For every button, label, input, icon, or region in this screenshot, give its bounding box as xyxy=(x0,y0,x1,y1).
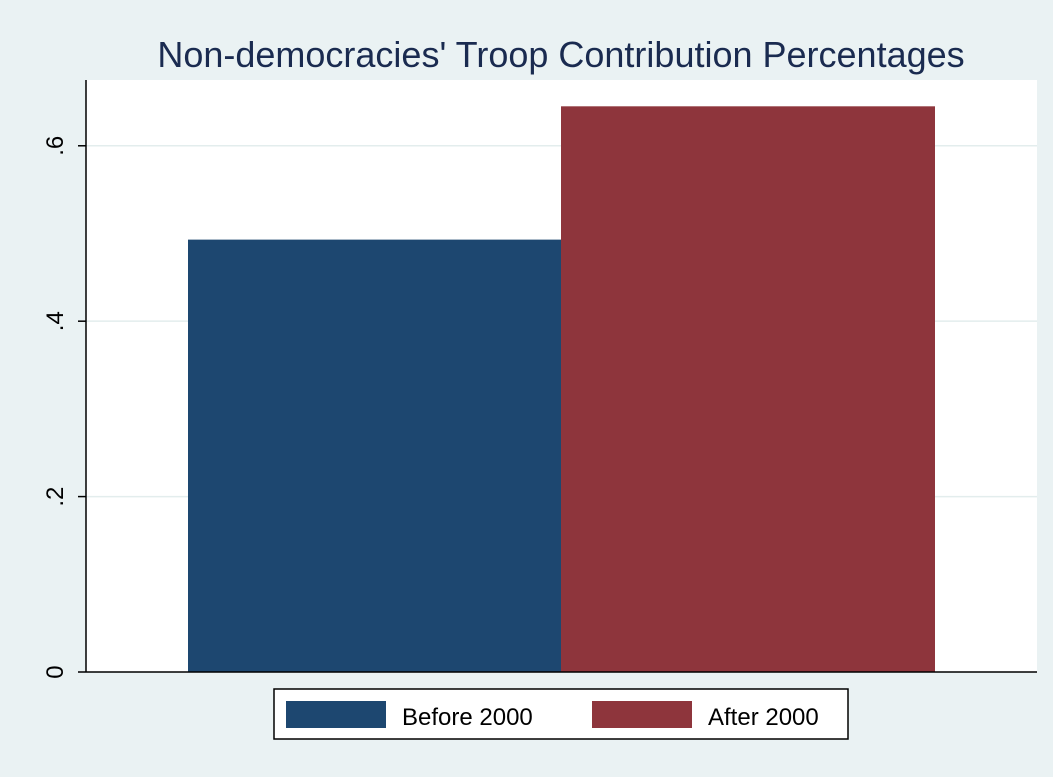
bar-before-2000 xyxy=(188,239,562,673)
y-tick-label: .4 xyxy=(42,311,69,331)
bars xyxy=(188,106,935,673)
legend-swatch-after-2000 xyxy=(592,701,692,728)
bar-after-2000 xyxy=(561,106,935,673)
y-axis-ticks: 0 .2 .4 .6 xyxy=(42,136,86,679)
chart-title: Non-democracies' Troop Contribution Perc… xyxy=(157,34,964,75)
legend-swatch-before-2000 xyxy=(286,701,386,728)
y-tick-label: 0 xyxy=(42,665,69,678)
y-tick-label: .2 xyxy=(42,487,69,507)
legend-label-after-2000: After 2000 xyxy=(708,704,819,731)
y-tick-label: .6 xyxy=(42,136,69,156)
legend: Before 2000 After 2000 xyxy=(273,688,849,740)
legend-label-before-2000: Before 2000 xyxy=(402,704,533,731)
